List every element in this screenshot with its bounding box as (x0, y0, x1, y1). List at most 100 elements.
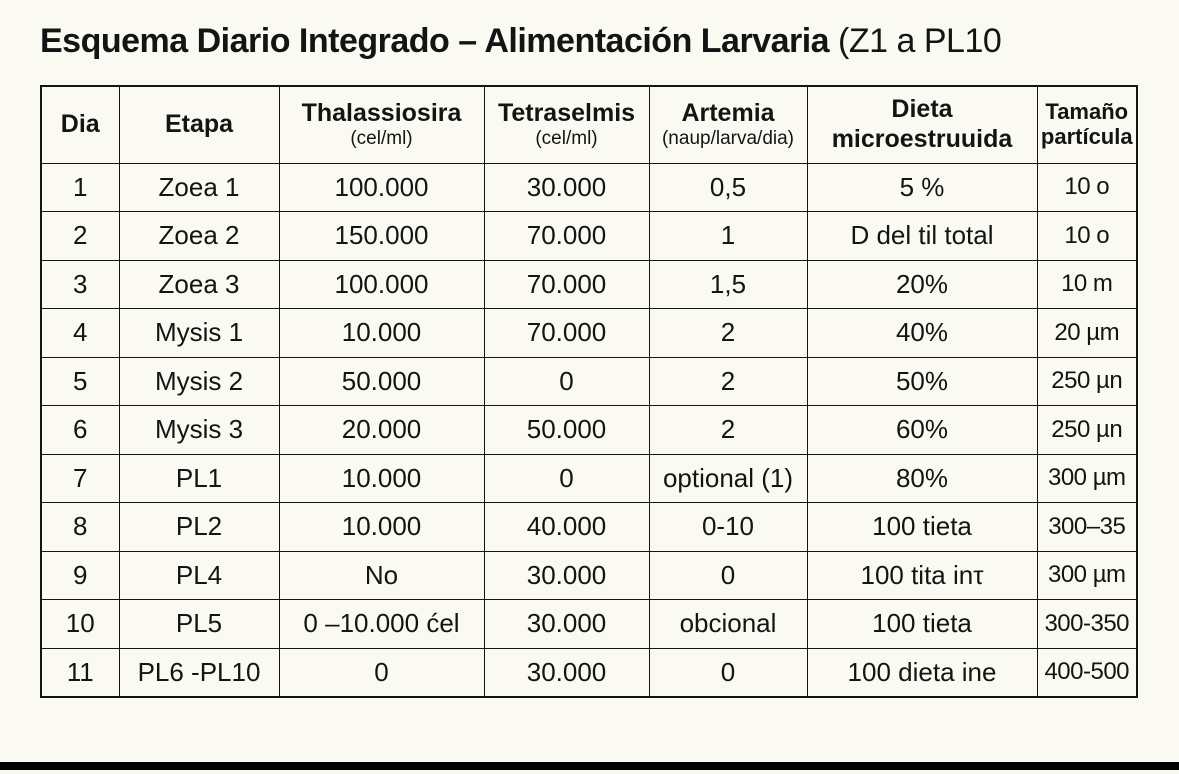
table-row: 1 Zoea 1 100.000 30.000 0,5 5 % 10 o (40, 162, 1138, 212)
table-cell: 3 (40, 259, 120, 309)
table-cell: 0 –10.000 ćel (278, 599, 485, 649)
column-header-label: Tamaño (1045, 98, 1129, 124)
table-cell: 300–35 (1036, 502, 1138, 552)
column-header-label: Artemia (681, 98, 775, 127)
column-header: Artemia (naup/larva/dia) (648, 85, 808, 164)
table-cell: 20 µm (1036, 308, 1138, 358)
table-cell: obcional (648, 599, 808, 649)
table-cell: 30.000 (483, 647, 650, 697)
table-cell: 60% (806, 405, 1038, 455)
table-cell: 250 µn (1036, 405, 1138, 455)
column-header-label: Dieta (891, 95, 953, 124)
table-cell: Mysis 1 (118, 308, 280, 358)
table-cell: 300 µm (1036, 453, 1138, 503)
table-row: 5 Mysis 2 50.000 0 2 50% 250 µn (40, 356, 1138, 406)
table-cell: 4 (40, 308, 120, 358)
table-cell: PL2 (118, 502, 280, 552)
column-header-label: Dia (60, 110, 100, 139)
column-header-subline: partícula (1040, 124, 1133, 150)
table-cell: optional (1) (648, 453, 808, 503)
header-row: Dia Etapa Thalassiosira (cel/ml) Tetraselmis… (40, 85, 1138, 164)
column-header-subline: (naup/larva/dia) (661, 127, 795, 149)
table-cell: 10 o (1036, 211, 1138, 261)
table-cell: 10 m (1036, 259, 1138, 309)
table-cell: 70.000 (483, 211, 650, 261)
bottom-divider-bar (0, 762, 1179, 770)
page-title: Esquema Diario Integrado – Alimentación … (0, 0, 1179, 61)
table-cell: 2 (648, 308, 808, 358)
table-cell: Mysis 3 (118, 405, 280, 455)
table-cell: 100 tieta (806, 599, 1038, 649)
table-cell: 100.000 (278, 162, 485, 212)
table-cell: PL5 (118, 599, 280, 649)
table-row: 11 PL6 -PL10 0 30.000 0 100 dieta ine 400-500 (40, 647, 1138, 697)
table-cell: 0 (648, 647, 808, 697)
table-cell: PL1 (118, 453, 280, 503)
table-cell: 40% (806, 308, 1038, 358)
table-cell: 70.000 (483, 308, 650, 358)
table-cell: Zoea 3 (118, 259, 280, 309)
table-cell: 11 (40, 647, 120, 697)
table-row: 9 PL4 No 30.000 0 100 tita inτ 300 µm (40, 550, 1138, 600)
table-cell: 50.000 (278, 356, 485, 406)
table-cell: 0-10 (648, 502, 808, 552)
table-cell: PL4 (118, 550, 280, 600)
column-header: Thalassiosira (cel/ml) (278, 85, 485, 164)
table-cell: 300-350 (1036, 599, 1138, 649)
table-cell: 7 (40, 453, 120, 503)
table-cell: 100 tita inτ (806, 550, 1038, 600)
table-cell: 50% (806, 356, 1038, 406)
table-cell: 50.000 (483, 405, 650, 455)
table-cell: Zoea 1 (118, 162, 280, 212)
table-cell: 0 (483, 356, 650, 406)
feeding-schedule-table: Dia Etapa Thalassiosira (cel/ml) Tetraselmis… (40, 85, 1138, 698)
table-row: 8 PL2 10.000 40.000 0-10 100 tieta 300–35 (40, 502, 1138, 552)
table-cell: 100.000 (278, 259, 485, 309)
page-title-suffix: (Z1 a PL10 (829, 22, 1002, 60)
table-cell: 0 (278, 647, 485, 697)
column-header: Dia (40, 85, 120, 164)
table-body: 1 Zoea 1 100.000 30.000 0,5 5 % 10 o 2 Zoea 2 150… (40, 162, 1138, 697)
table-cell: 10 o (1036, 162, 1138, 212)
column-header-label: Tetraselmis (497, 98, 636, 127)
table-cell: 300 µm (1036, 550, 1138, 600)
table-cell: 20% (806, 259, 1038, 309)
table-cell: 30.000 (483, 162, 650, 212)
table-cell: 0 (483, 453, 650, 503)
table-row: 7 PL1 10.000 0 optional (1) 80% 300 µm (40, 453, 1138, 503)
table-cell: 9 (40, 550, 120, 600)
table-cell: 400-500 (1036, 647, 1138, 697)
column-header-subline: (cel/ml) (350, 127, 413, 149)
table-cell: 2 (40, 211, 120, 261)
column-header-label: Etapa (164, 110, 234, 139)
column-header-subline: microestruuida (831, 125, 1013, 154)
table-header: Dia Etapa Thalassiosira (cel/ml) Tetraselmis… (40, 85, 1138, 164)
table-cell: 10.000 (278, 502, 485, 552)
column-header-label: Thalassiosira (301, 98, 462, 127)
table-cell: 30.000 (483, 550, 650, 600)
table-cell: 10 (40, 599, 120, 649)
column-header: Etapa (118, 85, 280, 164)
table-cell: 5 % (806, 162, 1038, 212)
table-cell: 20.000 (278, 405, 485, 455)
table-cell: 0 (648, 550, 808, 600)
table-cell: 6 (40, 405, 120, 455)
table-cell: D del til total (806, 211, 1038, 261)
column-header: Dieta microestruuida (806, 85, 1038, 164)
table-cell: 10.000 (278, 453, 485, 503)
table-cell: 100 dieta ine (806, 647, 1038, 697)
table-cell: PL6 -PL10 (118, 647, 280, 697)
table-cell: 0,5 (648, 162, 808, 212)
table-cell: 100 tieta (806, 502, 1038, 552)
table-cell: Mysis 2 (118, 356, 280, 406)
table-row: 10 PL5 0 –10.000 ćel 30.000 obcional 100 tiet… (40, 599, 1138, 649)
table-cell: 8 (40, 502, 120, 552)
column-header-subline: (cel/ml) (535, 127, 598, 149)
table-cell: 2 (648, 356, 808, 406)
table-cell: 2 (648, 405, 808, 455)
table-cell: 1 (648, 211, 808, 261)
table-row: 3 Zoea 3 100.000 70.000 1,5 20% 10 m (40, 259, 1138, 309)
table-cell: 250 µn (1036, 356, 1138, 406)
page-title-main: Esquema Diario Integrado – Alimentación … (40, 22, 830, 60)
column-header: Tamaño partícula (1036, 85, 1138, 164)
